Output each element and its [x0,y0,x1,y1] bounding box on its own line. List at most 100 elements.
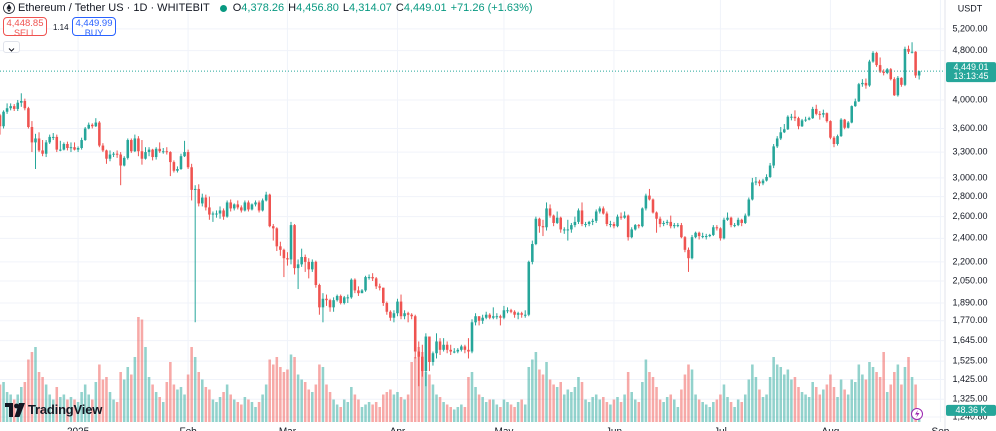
volume-bar [332,399,335,422]
candle-body [662,222,665,225]
volume-bar [193,357,197,422]
candle-body [768,165,772,177]
volume-bar [396,392,399,422]
collapse-button[interactable] [3,41,20,53]
candle-body [570,225,573,230]
candle-body [303,256,307,262]
ohlc-value: 4,456.80 [296,2,339,14]
candle-body [729,217,733,226]
sell-button[interactable]: 4,448.85 SELL [3,17,47,38]
candle-body [701,236,704,238]
candle-body [137,138,140,152]
candle-body [289,225,293,260]
volume-bar [527,367,531,422]
candle-body [350,279,353,298]
candle-body [712,227,715,235]
candle-body [399,301,403,317]
volume-bar [296,374,300,422]
volume-pane [0,317,921,422]
candle-body [655,212,658,219]
candle-body [743,215,747,223]
volume-bar [499,407,502,422]
volume-bar [346,402,350,422]
candle-body [878,65,882,72]
symbol[interactable]: Ethereum / Tether US · 1D · WHITEBIT [18,2,210,14]
candle-body [360,290,364,294]
volume-bar [662,402,665,422]
candle-body [839,119,843,137]
volume-bar [687,364,690,422]
volume-bar [154,392,158,422]
volume-bar [23,382,27,422]
volume-bar [538,369,541,422]
candle-body [222,210,225,217]
volume-bar [598,399,602,422]
candle-body [421,356,424,372]
volume-bar [676,407,680,422]
axis-labels: 5,200.00 4,800.00 4,000.00 3,600.00 3,300.00… [67,23,988,431]
candle-body [555,217,559,223]
candle-body [616,216,619,227]
candle-body [208,207,211,215]
volume-bar [108,392,112,422]
volume-bar [169,362,172,422]
candle-body [254,202,257,205]
volume-bar [328,392,332,422]
volume-bar [896,364,900,422]
volume-bar [477,394,481,422]
volume-bar [743,394,747,422]
volume-bar [105,377,108,422]
volume-bar [804,394,807,422]
volume-bar [261,394,264,422]
candle-body [130,140,133,152]
candle-body [775,138,779,147]
candle-body [541,226,545,228]
logo[interactable]: TradingView [5,402,102,417]
candle-body [722,219,726,239]
candle-body [2,111,5,127]
volume-bar [765,394,768,422]
candle-body [545,208,548,228]
x-tick-label: Sep [932,427,950,431]
volume-bar [878,377,882,422]
ohlc-key: O [232,2,242,14]
candle-body [325,298,328,301]
candle-body [598,208,602,212]
volume-bar [882,352,885,422]
volume-bar [467,377,470,422]
volume-bar [293,357,296,422]
candle-body [772,146,775,166]
candle-body [637,225,641,227]
candle-body [229,202,232,209]
volume-bar [452,409,456,422]
volume-bar [392,394,396,422]
volume-bar [509,404,513,422]
candle-body [328,300,332,308]
candle-body [811,108,814,119]
volume-bar [885,392,889,422]
volume-bar [264,384,268,422]
candle-body [630,229,633,238]
candle-body [5,108,9,112]
buy-button[interactable]: 4,449.99 BUY [72,17,116,38]
candle-body [825,113,829,122]
volume-bar [541,374,545,422]
volume-bar [2,382,5,422]
candle-body [868,61,871,86]
volume-bar [768,377,772,422]
legend: Ethereum / Tether US · 1D · WHITEBIT O 4,… [3,2,533,14]
volume-bar [570,392,573,422]
volume-bar [903,367,907,422]
volume-bar [573,387,577,422]
y-tick-label: 1,890.00 [952,297,987,307]
volume-bar [66,399,69,422]
candle-body [51,136,55,138]
candle-body [896,77,900,96]
candle-body [445,344,449,350]
volume-bar [545,362,548,422]
volume-bar [616,397,619,422]
candle-body [683,237,687,250]
candle-body [456,349,460,352]
